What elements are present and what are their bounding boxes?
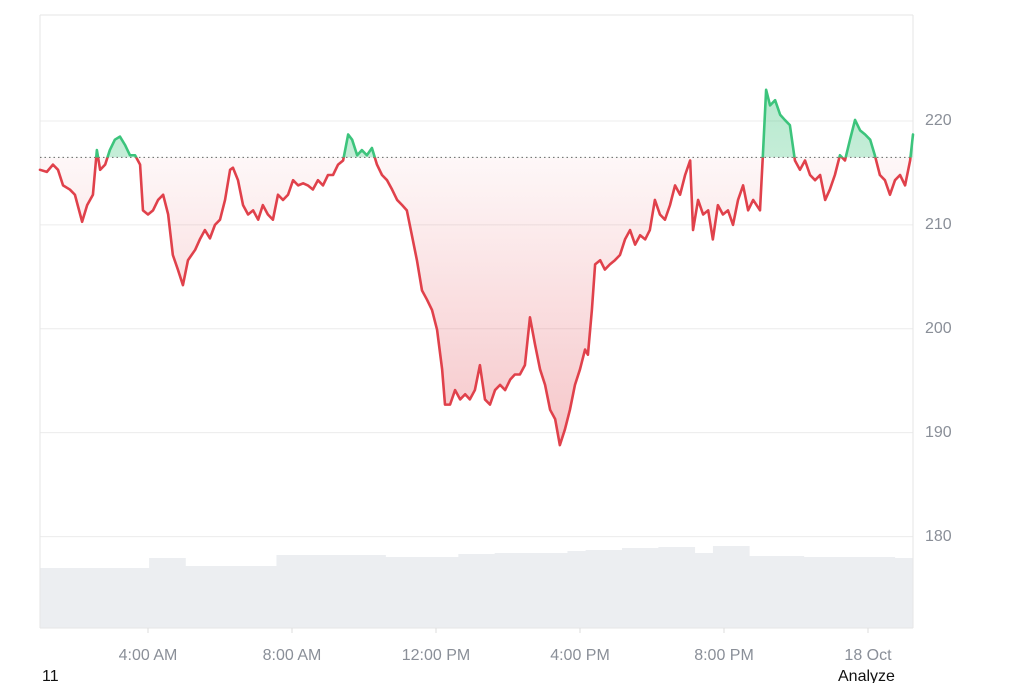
volume-bar	[276, 555, 295, 628]
volume-bar	[367, 555, 386, 628]
x-tick-label: 12:00 PM	[402, 647, 470, 664]
volume-bar	[567, 551, 586, 628]
volume-bar	[749, 556, 768, 628]
volume-bar	[349, 555, 368, 628]
volume-bar	[112, 568, 132, 628]
volume-bar	[421, 557, 441, 628]
area	[40, 89, 913, 446]
volume-bar	[312, 555, 332, 628]
volume-bar	[494, 553, 514, 628]
volume-bar	[149, 558, 168, 628]
volume-bar	[385, 557, 405, 628]
x-tick-label: 18 Oct	[844, 647, 892, 664]
volume-bar	[858, 557, 877, 628]
volume-bar	[894, 558, 914, 628]
volume-bar	[476, 554, 495, 628]
volume-bar	[803, 557, 823, 628]
volume-bar	[767, 556, 786, 628]
volume-bar	[840, 557, 859, 628]
price-line	[38, 88, 915, 447]
x-tick-label: 8:00 PM	[694, 647, 754, 664]
y-tick-label: 190	[925, 424, 952, 441]
volume-bar	[458, 554, 477, 628]
y-tick-label: 220	[925, 112, 952, 129]
volume-bar	[331, 555, 350, 628]
volume-bar	[258, 566, 277, 628]
volume-bar	[203, 566, 223, 628]
volume-bar	[876, 557, 896, 628]
x-tick-label: 4:00 AM	[119, 647, 178, 664]
y-tick-label: 200	[925, 320, 952, 337]
volume-bar	[240, 566, 259, 628]
volume-bar	[403, 557, 423, 628]
volume-bar	[440, 557, 459, 628]
cut-off-label: 11	[42, 668, 59, 683]
volume-bar	[694, 553, 714, 628]
volume-bar	[58, 568, 77, 628]
volume-bar	[585, 550, 605, 628]
volume-bar	[785, 556, 805, 628]
volume-bar	[130, 568, 150, 628]
x-tick-label: 4:00 PM	[550, 647, 610, 664]
volume-bar	[221, 566, 241, 628]
y-tick-label: 210	[925, 216, 952, 233]
volume-bar	[549, 553, 568, 628]
volume-bar	[712, 546, 732, 628]
volume-bar	[167, 558, 186, 628]
volume-bar	[185, 566, 204, 628]
volume-bar	[822, 557, 841, 628]
volume-bar	[294, 555, 314, 628]
y-tick-label: 180	[925, 528, 952, 545]
volume-bar	[40, 568, 59, 628]
volume-bar	[531, 553, 550, 628]
volume-bar	[512, 553, 532, 628]
volume-bar	[94, 568, 114, 628]
volume-bar	[640, 548, 659, 628]
volume-bar	[658, 547, 677, 628]
volume-bar	[622, 548, 641, 628]
analyze-link[interactable]: Analyze	[838, 668, 895, 683]
volume-bar	[731, 546, 750, 628]
volume-bar	[603, 550, 623, 628]
volume-bar	[76, 568, 95, 628]
x-tick-label: 8:00 AM	[263, 647, 322, 664]
volume-bar	[676, 547, 696, 628]
